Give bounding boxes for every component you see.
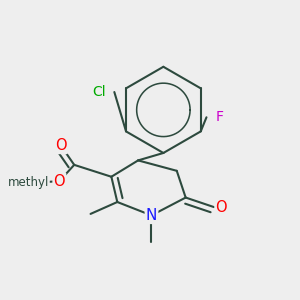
Text: O: O <box>53 174 65 189</box>
Text: methyl: methyl <box>8 176 49 189</box>
Text: Cl: Cl <box>92 85 105 99</box>
Text: O: O <box>55 138 67 153</box>
Text: F: F <box>216 110 224 124</box>
Text: O: O <box>215 200 227 214</box>
Text: N: N <box>146 208 157 223</box>
